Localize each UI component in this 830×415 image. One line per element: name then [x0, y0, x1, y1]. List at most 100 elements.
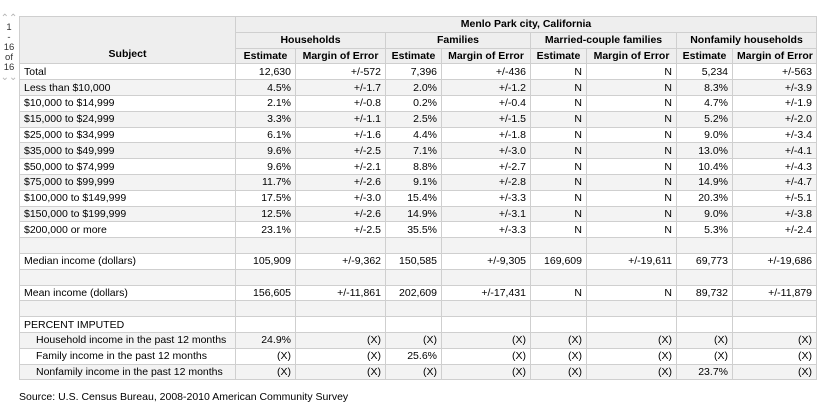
estimate-cell: N — [530, 173, 587, 191]
margin-cell: +/-2.0 — [731, 110, 818, 128]
table-row: Nonfamily income in the past 12 months (X… — [19, 363, 818, 381]
estimate-cell: 20.3% — [676, 189, 733, 207]
row-label — [19, 237, 236, 254]
table-row: $25,000 to $34,999 6.1% +/-1.6 4.4% +/-1.8 N N… — [19, 126, 818, 144]
margin-cell — [295, 316, 386, 333]
margin-cell: N — [586, 189, 677, 207]
estimate-cell: N — [530, 110, 587, 128]
estimate-cell: 5.2% — [676, 110, 733, 128]
row-label: PERCENT IMPUTED — [19, 316, 236, 333]
estimate-cell: 15.4% — [385, 189, 442, 207]
estimate-cell: 3.3% — [235, 110, 296, 128]
table-spacer-row — [19, 300, 818, 318]
margin-cell: +/-5.1 — [731, 189, 818, 207]
row-label: $100,000 to $149,999 — [19, 189, 236, 207]
margin-cell: +/-2.7 — [441, 158, 531, 175]
estimate-cell — [385, 316, 442, 333]
margin-cell: +/-1.7 — [295, 79, 386, 96]
estimate-cell: 202,609 — [385, 284, 442, 302]
row-label: $35,000 to $49,999 — [19, 142, 236, 160]
estimate-cell: 156,605 — [235, 284, 296, 302]
table-row: Household income in the past 12 months 24… — [19, 331, 818, 349]
page-total: 16 — [3, 62, 15, 73]
margin-cell: +/-3.9 — [731, 79, 818, 96]
row-label — [19, 268, 236, 286]
margin-cell: N — [586, 79, 677, 96]
estimate-cell — [385, 237, 442, 254]
estimate-cell: 105,909 — [235, 252, 296, 270]
estimate-cell: 17.5% — [235, 189, 296, 207]
estimate-cell: 7,396 — [385, 63, 442, 81]
margin-cell: +/-1.8 — [441, 126, 531, 144]
margin-cell: (X) — [586, 331, 677, 349]
estimate-cell: 4.7% — [676, 94, 733, 112]
table-row: $150,000 to $199,999 12.5% +/-2.6 14.9% +/-3… — [19, 205, 818, 223]
estimate-cell: 2.5% — [385, 110, 442, 128]
estimate-cell: 9.6% — [235, 142, 296, 160]
page-down-icon[interactable]: ⌄⌄ — [0, 72, 18, 83]
estimate-cell: 9.0% — [676, 126, 733, 144]
page-navigator: ⌃⌃ 1 - 16 of 16 ⌄⌄ — [0, 13, 18, 83]
estimate-cell: 8.3% — [676, 79, 733, 96]
estimate-cell — [676, 300, 733, 318]
margin-cell — [295, 268, 386, 286]
margin-cell: +/-1.6 — [295, 126, 386, 144]
page-up-icon[interactable]: ⌃⌃ — [0, 13, 18, 24]
margin-cell: +/-1.5 — [441, 110, 531, 128]
margin-of-error-header: Margin of Error — [586, 47, 677, 65]
row-label: $50,000 to $74,999 — [19, 158, 236, 175]
margin-cell: (X) — [731, 331, 818, 349]
estimate-cell: 10.4% — [676, 158, 733, 175]
subheader-row: Estimate Margin of Error Estimate Margin of… — [20, 47, 818, 65]
margin-cell: +/-4.1 — [731, 142, 818, 160]
estimate-cell: 12,630 — [235, 63, 296, 81]
margin-cell: +/-2.4 — [731, 221, 818, 239]
table-row: Mean income (dollars) 156,605 +/-11,861 202… — [19, 284, 818, 302]
estimate-cell: (X) — [385, 331, 442, 349]
page-last: 16 — [3, 42, 15, 53]
estimate-cell — [676, 316, 733, 333]
estimate-cell: (X) — [235, 347, 296, 365]
estimate-cell — [530, 237, 587, 254]
margin-cell: +/-0.8 — [295, 94, 386, 112]
row-label: Total — [19, 63, 236, 81]
estimate-cell: 169,609 — [530, 252, 587, 270]
estimate-cell — [385, 300, 442, 318]
estimate-cell — [676, 268, 733, 286]
table-spacer-row — [19, 237, 818, 254]
estimate-cell: 13.0% — [676, 142, 733, 160]
margin-cell — [586, 300, 677, 318]
margin-cell: N — [586, 221, 677, 239]
estimate-cell: (X) — [530, 347, 587, 365]
margin-cell: +/-2.5 — [295, 221, 386, 239]
margin-cell: +/-436 — [441, 63, 531, 81]
margin-cell: +/-3.8 — [731, 205, 818, 223]
estimate-cell: N — [530, 126, 587, 144]
margin-cell: +/-1.9 — [731, 94, 818, 112]
table-row: PERCENT IMPUTED — [19, 316, 818, 333]
margin-cell: +/-0.4 — [441, 94, 531, 112]
table-row: $35,000 to $49,999 9.6% +/-2.5 7.1% +/-3.0 N N… — [19, 142, 818, 160]
table-row: Median income (dollars) 105,909 +/-9,362 15… — [19, 252, 818, 270]
margin-cell: +/-1.2 — [441, 79, 531, 96]
estimate-cell: 25.6% — [385, 347, 442, 365]
estimate-cell: (X) — [676, 347, 733, 365]
margin-cell: N — [586, 142, 677, 160]
estimate-cell: 35.5% — [385, 221, 442, 239]
margin-cell: +/-19,686 — [731, 252, 818, 270]
margin-cell: (X) — [441, 331, 531, 349]
estimate-cell: 9.1% — [385, 173, 442, 191]
estimate-cell: (X) — [385, 363, 442, 381]
estimate-cell: 8.8% — [385, 158, 442, 175]
estimate-cell: 89,732 — [676, 284, 733, 302]
row-label: Median income (dollars) — [19, 252, 236, 270]
estimate-cell — [235, 268, 296, 286]
estimate-cell: 2.0% — [385, 79, 442, 96]
margin-cell — [441, 237, 531, 254]
margin-cell: +/-2.6 — [295, 205, 386, 223]
margin-of-error-header: Margin of Error — [441, 47, 531, 65]
margin-cell — [731, 300, 818, 318]
margin-cell: (X) — [731, 347, 818, 365]
estimate-cell: 69,773 — [676, 252, 733, 270]
table-row: $200,000 or more 23.1% +/-2.5 35.5% +/-3.3 N N… — [19, 221, 818, 239]
